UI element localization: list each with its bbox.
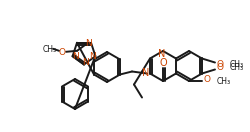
Text: N: N [72, 52, 79, 61]
Text: N: N [82, 58, 88, 67]
Text: O: O [216, 63, 224, 72]
Text: CH₃: CH₃ [230, 63, 244, 72]
Text: CH₃: CH₃ [217, 77, 231, 86]
Text: N: N [142, 69, 150, 79]
Text: CH₃: CH₃ [43, 45, 57, 54]
Text: N: N [158, 49, 166, 59]
Text: N: N [89, 52, 96, 61]
Text: O: O [204, 76, 210, 84]
Text: O: O [58, 48, 66, 57]
Text: CH₃: CH₃ [230, 60, 244, 69]
Text: O: O [159, 58, 167, 68]
Text: O: O [216, 60, 224, 69]
Text: N: N [85, 39, 91, 48]
